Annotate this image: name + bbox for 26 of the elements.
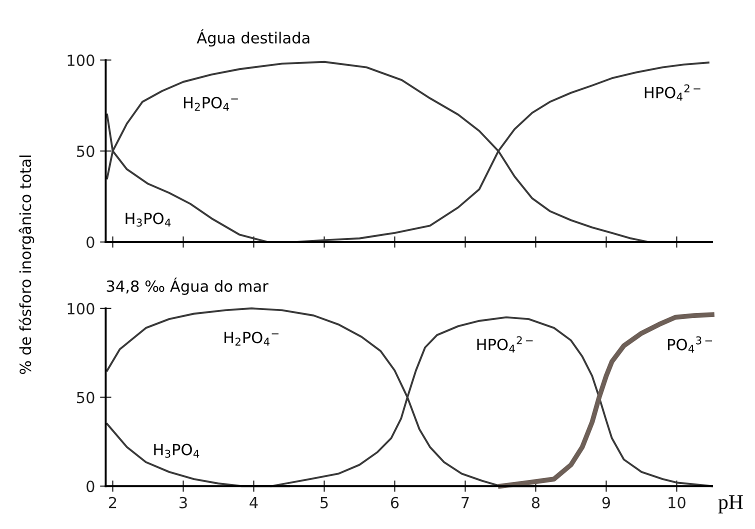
series-label: HPO$_{4}$$^{2−}$ [644,84,700,101]
x-tick-label: 5 [320,497,328,508]
y-tick-label: 100 [68,54,94,66]
x-tick-label: 2 [109,496,116,508]
x-tick-label: 7 [462,497,469,508]
chart-title: Água destilada [196,29,310,47]
chart-title: 34,8 ‰ Água do mar [106,278,268,295]
series-label: PO$_{4}$$^{3−}$ [668,336,712,353]
series-label: H$_{3}$PO$_{4}$ [154,444,200,458]
x-tick-label: 4 [250,497,258,508]
series-label: H$_{2}$PO$_{4}$$^{−}$ [184,96,238,111]
series-label: H$_{2}$PO$_{4}$$^{−}$ [224,332,278,346]
y-axis-title: % de fósforo inorgânico total [18,156,34,374]
x-tick-label: 6 [390,496,399,508]
series-label: H$_{3}$PO$_{4}$ [126,212,171,227]
y-tick-label: 50 [77,145,94,158]
y-tick-label: 100 [68,302,94,314]
x-tick-label: 3 [180,496,187,508]
y-tick-label: 0 [86,236,94,248]
x-tick-label: 10 [668,496,686,508]
y-tick-label: 50 [77,392,94,404]
x-tick-label: 9 [602,496,610,508]
series-label: HPO$_{4}$$^{2−}$ [477,336,533,353]
x-tick-label: 8 [532,496,540,508]
x-axis-title: pH [718,495,743,514]
y-tick-label: 0 [86,480,94,492]
